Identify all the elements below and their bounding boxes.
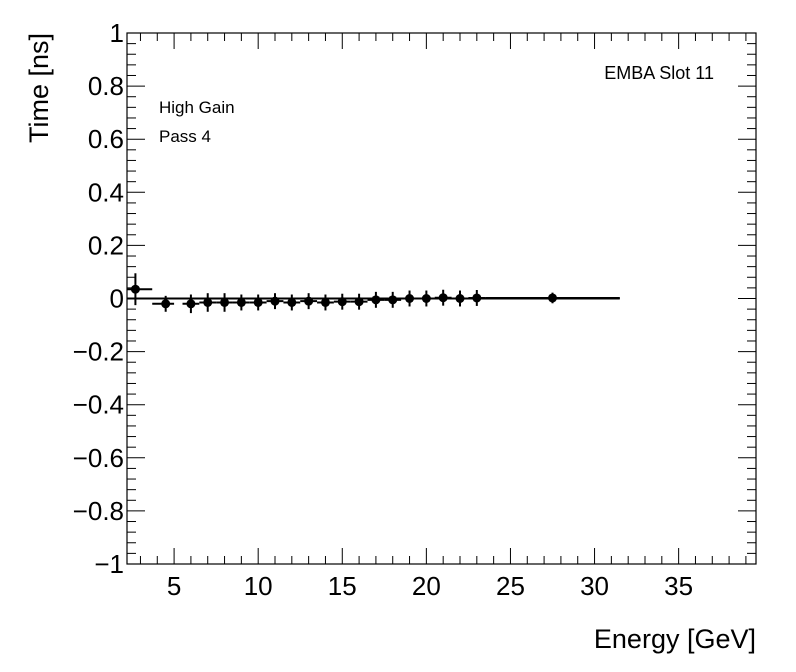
data-marker [371,295,381,305]
data-point [249,294,267,311]
y-tick-label: 0.4 [88,177,124,207]
plot-frame [126,32,757,565]
y-tick-label: 0.2 [88,230,124,260]
data-point [417,290,435,307]
data-marker [320,297,330,307]
data-point [485,292,620,304]
data-point [468,290,486,306]
data-marker [161,299,171,309]
y-tick-label: −0.4 [73,390,124,420]
y-axis-title: Time [ns] [24,33,54,143]
x-tick-label: 10 [244,571,273,601]
data-point [367,291,385,308]
data-point [451,290,469,307]
data-marker [438,293,448,303]
data-marker [186,299,196,309]
x-tick-label: 5 [167,571,181,601]
data-point [283,294,301,311]
y-tick-label: −1 [94,549,124,579]
x-tick-label: 30 [580,571,609,601]
labels-layer: 5 10 15 20 25 30 35 −1 −0.8 −0.6 −0.4 −0.2 0 0.2 0.4 0.… [73,18,693,601]
data-point [127,273,153,306]
data-marker [304,296,314,306]
data-point [300,293,318,310]
data-marker [220,297,230,307]
data-point [199,293,217,312]
x-tick-label: 15 [328,571,357,601]
data-point [401,290,418,307]
data-point [266,293,284,310]
data-marker [472,293,482,303]
y-tick-label: 0 [110,284,124,314]
data-marker [405,294,415,303]
pass-annotation: Pass 4 [159,127,211,146]
data-point [152,295,175,312]
data-point [317,294,334,311]
data-marker [548,293,557,303]
data-marker [455,294,465,303]
x-tick-label: 25 [496,571,525,601]
data-marker [388,295,398,305]
gain-annotation: High Gain [159,98,235,117]
points-layer [127,273,620,314]
data-marker [203,297,213,307]
y-tick-label: −0.2 [73,337,124,367]
data-marker [253,297,263,307]
x-tick-label: 20 [412,571,441,601]
data-marker [337,297,347,307]
data-point [216,293,233,312]
data-marker [130,284,140,294]
slot-annotation: EMBA Slot 11 [604,63,714,83]
data-marker [421,294,431,303]
y-tick-label: 1 [110,18,124,48]
data-point [333,293,351,310]
data-point [232,294,250,311]
y-tick-label: −0.8 [73,496,124,526]
data-point [384,291,402,308]
y-tick-label: 0.6 [88,124,124,154]
data-marker [287,297,297,307]
y-tick-label: 0.8 [88,71,124,101]
y-tick-label: −0.6 [73,443,124,473]
data-marker [354,297,364,307]
data-marker [270,296,280,306]
data-point [434,289,452,306]
data-marker [236,297,246,307]
x-axis-title: Energy [GeV] [594,624,756,654]
data-point [182,294,200,314]
data-point [350,293,368,310]
x-tick-label: 35 [664,571,693,601]
